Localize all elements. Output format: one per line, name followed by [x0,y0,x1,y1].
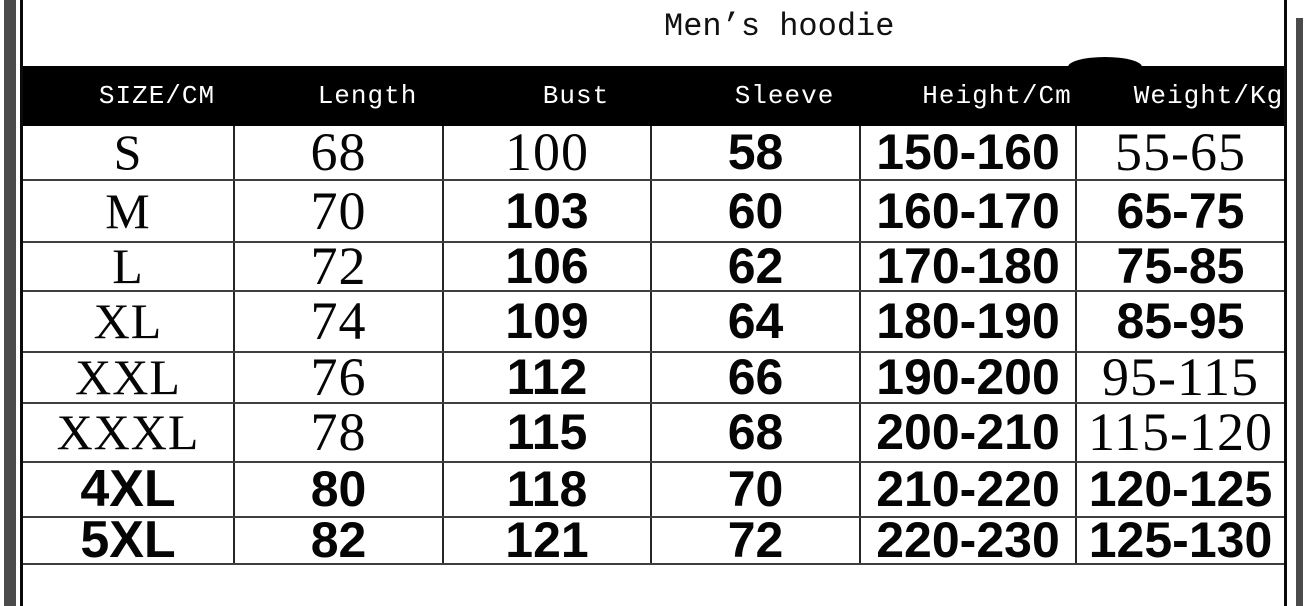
bust-cell: 112 [444,352,652,402]
sleeve-cell: 72 [652,515,861,565]
weight-cell: 85-95 [1116,293,1245,349]
size-cell: L [23,241,235,291]
height-cell: 180-190 [861,292,1077,351]
sleeve-cell: 62 [652,241,861,291]
size-cell: S [23,126,235,179]
bust-cell: 115 [444,404,652,461]
height-cell: 150-160 [861,126,1077,179]
height-cell: 210-220 [861,463,1077,516]
bust-cell: 118 [444,463,652,516]
column-header-sleeve: Sleeve [734,81,835,111]
height-cell: 190-200 [861,352,1077,402]
table-row-xxl: XXL 76 112 66 190-200 95-115 [23,347,1284,408]
page-edge-bar-right [1296,18,1303,606]
table-row-xl: XL 74 109 64 180-190 85-95 [23,292,1284,353]
column-header-weight: Weight/Kg [1133,81,1284,111]
height-cell: 170-180 [861,241,1077,291]
size-cell: 4XL [23,463,235,516]
table-row-4xl: 4XL 80 118 70 210-220 120-125 [23,463,1284,518]
sleeve-cell: 58 [652,126,861,179]
bust-cell: 109 [444,292,652,351]
bust-cell: 100 [444,125,652,179]
sleeve-cell: 64 [652,292,861,351]
table-outer-border-left [20,0,23,606]
height-cell: 220-230 [861,515,1077,565]
header-bar-bump [1068,57,1142,67]
bust-cell: 106 [444,241,652,291]
weight-cell: 65-75 [1116,182,1245,239]
sleeve-cell: 68 [652,404,861,461]
table-row-m: M 70 103 60 160-170 65-75 [23,181,1284,243]
table-row-s: S 68 100 58 150-160 55-65 [23,122,1284,183]
bust-cell: 103 [444,181,652,241]
table-header-row: SIZE/CM Length Bust Sleeve Height/Cm Wei… [23,57,1284,126]
length-cell: 68 [235,125,444,179]
table-row-xxxl: XXXL 78 115 68 200-210 115-120 [23,404,1284,463]
height-cell: 160-170 [861,181,1077,241]
table-outer-border-right [1284,0,1287,606]
length-cell: 82 [235,515,444,565]
column-header-bust: Bust [542,81,610,111]
length-cell: 74 [235,292,444,351]
weight-cell: 95-115 [1102,347,1259,408]
size-cell: 5XL [23,514,235,566]
bust-cell: 121 [444,515,652,565]
length-cell: 72 [235,239,444,293]
size-cell: XL [23,292,235,351]
length-cell: 78 [235,404,444,461]
sleeve-cell: 66 [652,352,861,402]
size-cell: M [23,181,235,241]
column-header-length: Length [317,81,418,111]
weight-cell: 125-130 [1088,512,1273,568]
table-row-5xl: 5XL 82 121 72 220-230 125-130 [23,512,1284,568]
sleeve-cell: 60 [652,181,861,241]
weight-cell: 115-120 [1088,402,1273,463]
height-cell: 200-210 [861,404,1077,461]
table-row-l: L 72 106 62 170-180 75-85 [23,238,1284,294]
sleeve-cell: 70 [652,463,861,516]
page-edge-bar-left [4,0,16,606]
column-header-height: Height/Cm [922,81,1072,111]
length-cell: 70 [235,181,444,241]
weight-cell: 75-85 [1116,238,1245,294]
chart-title: Men’s hoodie [664,8,895,45]
weight-cell: 55-65 [1115,122,1246,183]
size-chart-table: SIZE/CM Length Bust Sleeve Height/Cm Wei… [23,57,1284,568]
size-cell: XXL [23,352,235,402]
length-cell: 80 [235,463,444,516]
weight-cell: 120-125 [1088,461,1273,517]
length-cell: 76 [235,350,444,404]
size-cell: XXXL [23,404,235,461]
column-header-size: SIZE/CM [98,81,216,111]
